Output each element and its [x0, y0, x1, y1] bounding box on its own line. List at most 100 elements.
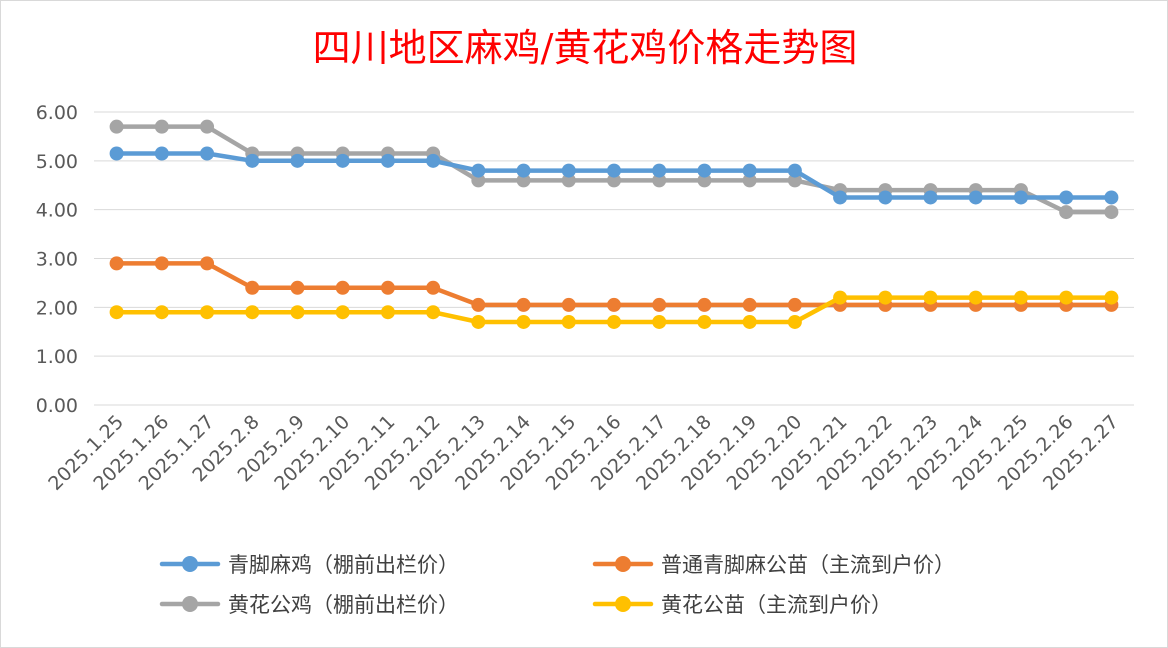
data-point: [742, 314, 757, 329]
data-point: [200, 119, 215, 134]
data-point: [200, 146, 215, 161]
y-tick-label: 6.00: [36, 102, 78, 124]
series-1: [109, 256, 1119, 312]
data-point: [833, 290, 848, 305]
legend: 青脚麻鸡（棚前出栏价） 普通青脚麻公苗（主流到户价） 黄花公鸡（棚前出栏价） 黄花公苗…: [159, 553, 955, 617]
data-point: [200, 256, 215, 271]
data-point: [245, 153, 260, 168]
data-point: [607, 314, 621, 329]
data-point: [290, 153, 305, 168]
y-tick-label: 0.00: [36, 395, 78, 417]
data-point: [561, 163, 576, 178]
data-point: [652, 173, 667, 188]
data-point: [697, 314, 712, 329]
data-point: [787, 297, 802, 312]
legend-marker: [182, 596, 198, 612]
data-point: [516, 173, 531, 188]
data-point: [380, 153, 395, 168]
data-point: [245, 280, 260, 295]
data-point: [200, 305, 215, 320]
data-point: [1059, 190, 1074, 205]
legend-item: 普通青脚麻公苗（主流到户价）: [592, 553, 955, 577]
data-point: [923, 290, 938, 305]
legend-label: 普通青脚麻公苗（主流到户价）: [661, 553, 955, 577]
data-point: [787, 173, 802, 188]
data-point: [607, 173, 621, 188]
data-point: [426, 153, 441, 168]
chart-title: 四川地区麻鸡/黄花鸡价格走势图: [313, 26, 858, 70]
data-point: [380, 305, 395, 320]
data-point: [154, 119, 169, 134]
x-axis-tick-labels: 2025.1.252025.1.262025.1.272025.2.82025.…: [44, 411, 1123, 495]
data-point: [380, 280, 395, 295]
series-lines: [109, 119, 1119, 329]
data-point: [426, 280, 441, 295]
y-tick-label: 4.00: [36, 200, 78, 222]
legend-item: 黄花公鸡（棚前出栏价）: [159, 593, 459, 617]
data-point: [652, 297, 667, 312]
data-point: [697, 173, 712, 188]
data-point: [109, 305, 124, 320]
data-point: [697, 163, 712, 178]
data-point: [245, 305, 260, 320]
data-point: [109, 256, 124, 271]
data-point: [516, 297, 531, 312]
legend-item: 黄花公苗（主流到户价）: [592, 593, 892, 617]
y-tick-label: 1.00: [36, 346, 78, 368]
data-point: [1013, 290, 1028, 305]
y-tick-label: 3.00: [36, 249, 78, 271]
data-point: [742, 163, 757, 178]
legend-marker: [615, 556, 631, 572]
data-point: [652, 314, 667, 329]
y-tick-label: 5.00: [36, 151, 78, 173]
data-point: [335, 305, 350, 320]
data-point: [1059, 205, 1074, 220]
data-point: [516, 314, 531, 329]
series-3: [109, 290, 1119, 329]
data-point: [335, 280, 350, 295]
legend-label: 黄花公鸡（棚前出栏价）: [228, 593, 459, 617]
data-point: [154, 256, 169, 271]
data-point: [742, 297, 757, 312]
data-point: [607, 163, 621, 178]
data-point: [561, 297, 576, 312]
series-0: [109, 146, 1119, 205]
data-point: [878, 290, 893, 305]
data-point: [923, 190, 938, 205]
data-point: [471, 163, 486, 178]
data-point: [787, 163, 802, 178]
data-point: [561, 173, 576, 188]
data-point: [471, 297, 486, 312]
data-point: [878, 190, 893, 205]
data-point: [742, 173, 757, 188]
data-point: [154, 146, 169, 161]
data-point: [471, 173, 486, 188]
data-point: [335, 153, 350, 168]
data-point: [290, 305, 305, 320]
legend-marker: [615, 596, 631, 612]
data-point: [968, 190, 983, 205]
data-point: [1104, 190, 1119, 205]
data-point: [607, 297, 621, 312]
data-point: [1104, 290, 1119, 305]
data-point: [787, 314, 802, 329]
y-tick-label: 2.00: [36, 297, 78, 319]
y-axis-tick-labels: 0.00 1.00 2.00 3.00 4.00 5.00 6.00: [36, 102, 78, 417]
data-point: [471, 314, 486, 329]
data-point: [154, 305, 169, 320]
data-point: [833, 190, 848, 205]
legend-marker: [182, 556, 198, 572]
data-point: [652, 163, 667, 178]
data-point: [1059, 290, 1074, 305]
data-point: [426, 305, 441, 320]
data-point: [109, 119, 124, 134]
data-point: [697, 297, 712, 312]
data-point: [290, 280, 305, 295]
legend-label: 黄花公苗（主流到户价）: [661, 593, 892, 617]
data-point: [561, 314, 576, 329]
data-point: [968, 290, 983, 305]
data-point: [516, 163, 531, 178]
data-point: [109, 146, 124, 161]
